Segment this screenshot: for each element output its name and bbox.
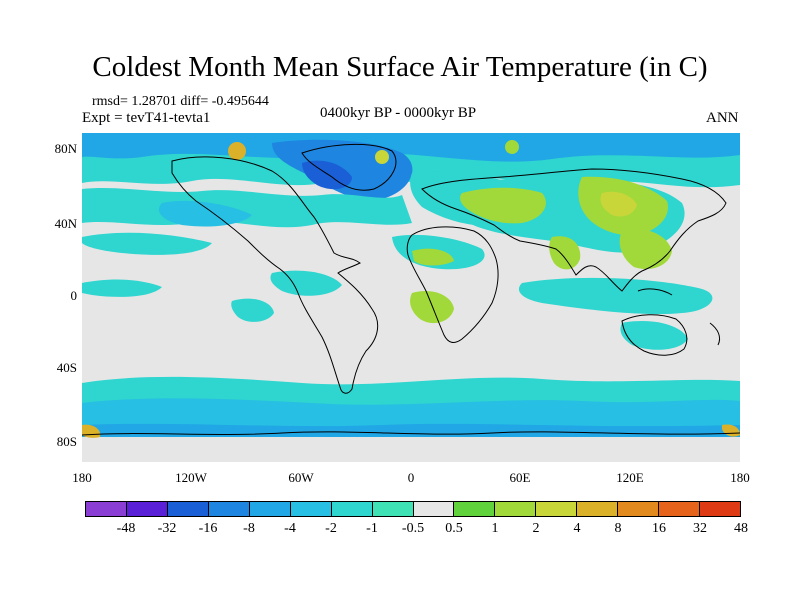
colorbar-label: 8 [614,521,622,536]
experiment-label: Expt = tevT41-tevta1 [82,110,211,126]
colorbar-swatch-10 [495,502,537,516]
colorbar-swatch-4 [249,502,291,516]
statistics-label: rmsd= 1.28701 diff= -0.495644 [92,94,269,109]
colorbar-label: 48 [734,521,748,536]
south-africa-warm [410,290,454,324]
indian-ocean-band [518,277,713,315]
colorbar-swatch-14 [659,502,701,516]
colorbar-swatch-9 [454,502,496,516]
indonesia-coast [637,288,673,296]
coastlines [82,144,740,436]
lon-label-180e: 180 [730,470,750,485]
colorbar-swatch-6 [331,502,373,516]
africa-coast [406,226,499,343]
colorbar-label: 0.5 [445,521,463,536]
india-warm [549,236,581,270]
colorbar-swatch-13 [618,502,660,516]
map-title: Coldest Month Mean Surface Air Temperatu… [92,51,708,83]
colorbar-label: 1 [491,521,499,536]
colorbar-swatch-2 [167,502,209,516]
colorbar-swatch-7 [372,502,414,516]
colorbar-label: -0.5 [401,521,425,536]
lon-label-0: 0 [407,470,415,485]
lat-label-0: 0 [70,288,78,303]
antarctica-neutral [82,433,740,462]
colorbar-swatch-11 [536,502,578,516]
colorbar-label: 16 [652,521,666,536]
map-svg [82,133,740,462]
colorbar-label: -16 [198,521,218,536]
colorbar-swatch-15 [700,502,740,516]
arctic-warm-spot-2 [375,150,389,164]
eurasia-coast [421,168,727,292]
se-pacific-patch [231,298,274,322]
colorbar-swatch-1 [126,502,168,516]
season-label: ANN [706,110,739,126]
temperature-map [82,133,740,462]
lat-label-80s: 80S [56,434,77,449]
greenland-coast [301,144,397,191]
arctic-warm-spot-3 [505,140,519,154]
lon-label-60e: 60E [509,470,531,485]
period-label: 0400kyr BP - 0000kyr BP [320,105,477,121]
eq-pacific-west [82,279,162,297]
australia-patch [620,320,688,350]
new-zealand-coast [709,322,721,346]
colorbar-label: -32 [157,521,177,536]
east-asia-warm [619,229,672,270]
antarctica-coast [82,431,740,436]
southern-ocean-cold [82,398,740,433]
colorbar-swatch-8 [413,502,455,516]
colorbar-swatch-3 [208,502,250,516]
colorbar-label: 32 [693,521,707,536]
arctic-deep-band [82,133,740,162]
colorbar-label: -1 [366,521,378,536]
lon-label-180w: 180 [72,470,92,485]
europe-warm [460,187,546,224]
colorbar [85,501,741,517]
colorbar-label: -4 [284,521,296,536]
ne-pacific-patch [158,200,252,227]
lon-label-120w: 120W [175,470,207,485]
lon-label-120e: 120E [616,470,644,485]
siberia-warmer [600,191,637,217]
colorbar-label: -48 [116,521,136,536]
lat-label-40s: 40S [56,360,77,375]
colorbar-label: -2 [325,521,337,536]
colorbar-label: -8 [243,521,255,536]
colorbar-swatch-5 [290,502,332,516]
colorbar-label: 4 [573,521,581,536]
lat-label-40n: 40N [54,216,77,231]
tropical-pacific-patch [82,232,212,255]
lon-label-60w: 60W [288,470,314,485]
colorbar-swatch-0 [86,502,127,516]
arctic-warm-spot-1 [228,142,246,160]
colorbar-swatch-12 [577,502,619,516]
colorbar-label: 2 [532,521,540,536]
lat-label-80n: 80N [54,141,77,156]
americas-coast [171,156,379,394]
australia-coast [621,314,688,356]
sahel-warm [412,248,454,266]
